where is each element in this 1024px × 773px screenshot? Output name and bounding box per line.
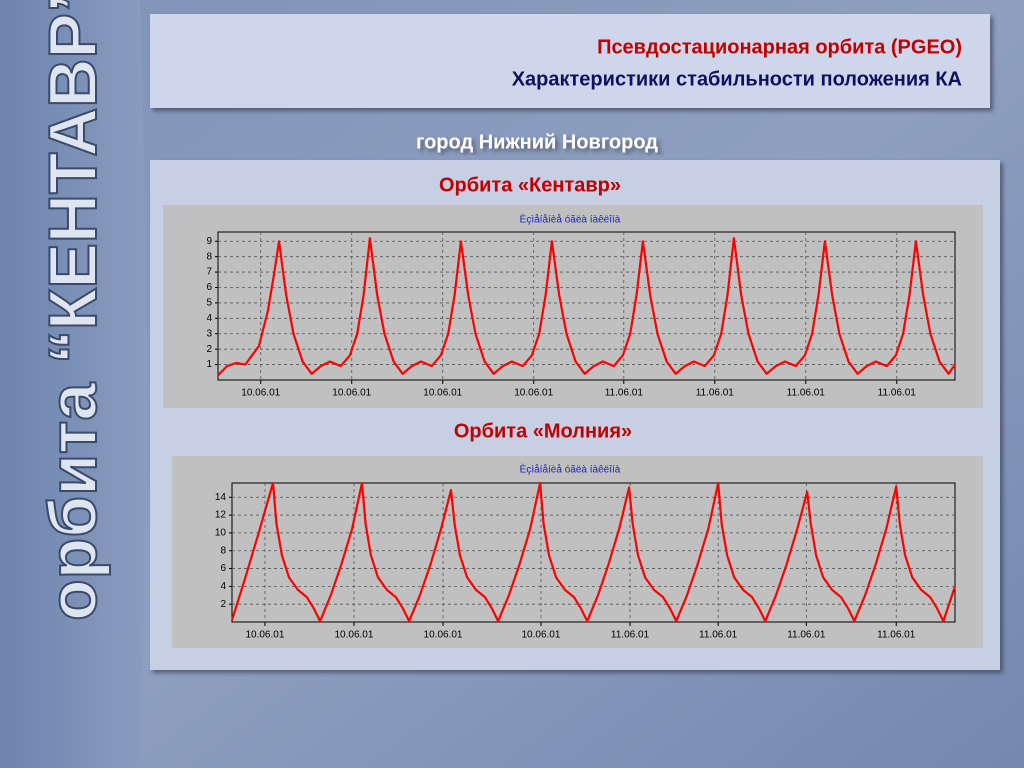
y-tick-label: 2 xyxy=(206,344,212,355)
x-tick-label: 10.06.01 xyxy=(424,630,463,641)
x-tick-label: 10.06.01 xyxy=(521,630,560,641)
y-tick-label: 8 xyxy=(206,251,212,262)
x-tick-label: 11.06.01 xyxy=(787,388,826,399)
x-tick-label: 10.06.01 xyxy=(335,630,374,641)
x-tick-label: 11.06.01 xyxy=(877,630,916,641)
x-tick-label: 10.06.01 xyxy=(514,388,553,399)
y-tick-label: 12 xyxy=(215,510,227,521)
chart-title: Èçìåíåíèå óãëà íàêëîíà xyxy=(520,213,621,226)
y-tick-label: 7 xyxy=(206,267,212,278)
data-line xyxy=(217,237,956,377)
y-tick-label: 6 xyxy=(220,563,226,574)
y-tick-label: 5 xyxy=(206,298,212,309)
x-tick-label: 11.06.01 xyxy=(611,630,650,641)
title: Псевдостационарная орбита (PGEO) xyxy=(597,36,962,58)
plot-area xyxy=(217,231,956,381)
y-tick-label: 10 xyxy=(215,528,227,539)
chart-caption: Орбита «Кентавр» xyxy=(439,174,621,196)
city: город Нижний Новгород xyxy=(416,131,658,153)
x-tick-label: 11.06.01 xyxy=(699,630,738,641)
x-tick-label: 11.06.01 xyxy=(878,388,917,399)
x-tick-label: 10.06.01 xyxy=(245,630,284,641)
x-tick-label: 10.06.01 xyxy=(423,388,462,399)
y-tick-label: 1 xyxy=(206,359,212,370)
y-tick-label: 4 xyxy=(220,581,226,592)
y-tick-label: 14 xyxy=(215,492,227,503)
y-tick-label: 2 xyxy=(220,599,226,610)
x-tick-label: 11.06.01 xyxy=(696,388,735,399)
plot-area xyxy=(231,482,956,623)
y-tick-label: 8 xyxy=(220,545,226,556)
y-tick-label: 4 xyxy=(206,313,212,324)
subtitle: Характеристики стабильности положения КА xyxy=(512,68,962,90)
chart-title: Èçìåíåíèå óãëà íàêëîíà xyxy=(520,463,621,476)
x-tick-label: 10.06.01 xyxy=(332,388,371,399)
x-tick-label: 11.06.01 xyxy=(787,630,826,641)
header-box xyxy=(150,14,990,108)
data-line xyxy=(230,481,957,623)
y-tick-label: 9 xyxy=(206,236,212,247)
y-tick-label: 6 xyxy=(206,282,212,293)
sidebar xyxy=(0,0,146,768)
x-tick-label: 10.06.01 xyxy=(241,388,280,399)
y-tick-label: 3 xyxy=(206,328,212,339)
sidebar-text: орбита “КЕНТАВР” xyxy=(35,0,111,621)
x-tick-label: 11.06.01 xyxy=(605,388,644,399)
chart-caption: Орбита «Молния» xyxy=(454,420,632,442)
